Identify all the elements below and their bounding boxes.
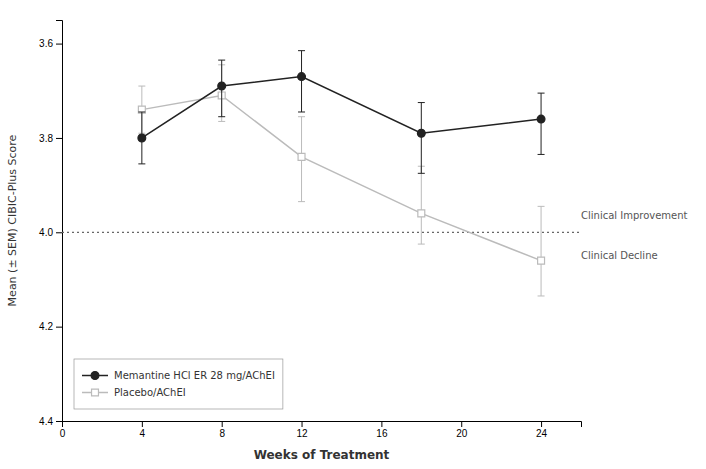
marker <box>538 257 545 264</box>
error-bar-cap <box>538 206 545 207</box>
x-axis-title: Weeks of Treatment <box>254 448 390 462</box>
error-bar-stem <box>421 103 422 174</box>
tick: 16 <box>376 421 388 439</box>
tick-label: 3.8 <box>39 133 53 144</box>
tick-label: 4 <box>140 428 146 439</box>
error-bar-cap <box>138 163 145 164</box>
error-bar-stem <box>541 93 542 154</box>
marker <box>417 129 425 137</box>
tick-label: 8 <box>219 428 225 439</box>
tick: 12 <box>296 421 308 439</box>
tick-mark <box>56 421 62 422</box>
error-bar <box>538 93 545 154</box>
y-axis: 3.6 3.8 4.0 4.2 4.4 <box>39 21 62 427</box>
tick-label: 3.6 <box>39 38 53 49</box>
series <box>138 51 545 174</box>
y-axis-title: Mean (± SEM) CIBIC-Plus Score <box>6 134 19 306</box>
tick-mark <box>56 138 62 139</box>
tick-label: 4.4 <box>39 416 53 427</box>
tick-mark <box>56 232 62 233</box>
plot: 0 4 8 12 16 20 24 3.6 3.8 4.0 4.2 4.4 Clinical Impro… <box>39 21 688 440</box>
tick: 4.4 <box>39 416 62 427</box>
tick: 0 <box>60 421 66 439</box>
annotation: Clinical Improvement <box>581 210 688 221</box>
reference-line <box>62 232 581 233</box>
tick-mark <box>56 327 62 328</box>
error-bar-stem <box>301 51 302 112</box>
legend-item: Memantine HCl ER 28 mg/AChEI <box>82 370 275 381</box>
error-bar <box>418 103 425 174</box>
error-bar <box>218 60 225 117</box>
tick: 4.2 <box>39 321 62 332</box>
tick-label: 16 <box>376 428 388 439</box>
tick-label: 4.0 <box>39 227 53 238</box>
error-bar <box>418 166 425 244</box>
error-bar-cap <box>218 116 225 117</box>
error-bar <box>538 206 545 296</box>
error-bar <box>298 51 305 112</box>
legend-box <box>74 359 283 409</box>
tick: 3.8 <box>39 133 62 144</box>
error-bar-cap <box>538 93 545 94</box>
marker <box>537 115 545 123</box>
tick: 8 <box>219 421 225 439</box>
tick-mark <box>461 421 462 427</box>
tick-mark <box>56 44 62 45</box>
tick-mark <box>142 421 143 427</box>
error-bar-cap <box>538 154 545 155</box>
tick-label: 24 <box>536 428 548 439</box>
error-bar-cap <box>418 173 425 174</box>
error-bar-cap <box>298 111 305 112</box>
error-bar-cap <box>538 295 545 296</box>
legend-label: Memantine HCl ER 28 mg/AChEI <box>114 370 275 381</box>
tick: 4 <box>140 421 146 439</box>
marker <box>138 106 145 113</box>
annotation: Clinical Decline <box>581 250 658 261</box>
legend-marker <box>91 372 99 380</box>
tick: 24 <box>536 421 548 439</box>
chart: 0 4 8 12 16 20 24 3.6 3.8 4.0 4.2 4.4 Clinical Impro… <box>0 0 706 469</box>
tick: 20 <box>456 421 468 439</box>
marker <box>298 153 305 160</box>
error-bar-cap <box>298 50 305 51</box>
tick-mark <box>222 421 223 427</box>
legend-marker <box>92 389 99 396</box>
error-bar <box>138 112 145 164</box>
error-bar-cap <box>298 116 305 117</box>
error-bar-cap <box>298 201 305 202</box>
tick-mark <box>541 421 542 427</box>
error-bar-stem <box>541 206 542 296</box>
legend-label: Placebo/AChEI <box>114 387 186 398</box>
axis-line <box>63 422 582 428</box>
marker <box>418 210 425 217</box>
tick-mark <box>302 421 303 427</box>
marker <box>138 134 146 142</box>
marker <box>298 73 306 81</box>
error-bar-cap <box>138 111 145 112</box>
error-bar-cap <box>418 244 425 245</box>
tick-mark <box>381 421 382 427</box>
marker <box>218 82 226 90</box>
axis-line <box>56 21 63 422</box>
error-bar-cap <box>218 121 225 122</box>
tick-label: 12 <box>296 428 308 439</box>
error-bar-stem <box>421 166 422 244</box>
tick: 3.6 <box>39 38 62 49</box>
series <box>138 65 544 296</box>
series-line <box>142 77 541 138</box>
tick-label: 0 <box>60 428 66 439</box>
tick-label: 20 <box>456 428 468 439</box>
error-bar-cap <box>218 60 225 61</box>
series-line <box>142 95 541 260</box>
legend: Memantine HCl ER 28 mg/AChEI Placebo/AChE… <box>74 359 283 409</box>
error-bar <box>298 117 305 202</box>
data-area <box>62 51 581 296</box>
tick-label: 4.2 <box>39 321 53 332</box>
error-bar-cap <box>418 102 425 103</box>
x-axis: 0 4 8 12 16 20 24 <box>60 421 582 439</box>
tick: 4.0 <box>39 227 62 238</box>
error-bar-cap <box>138 86 145 87</box>
legend-item: Placebo/AChEI <box>82 387 186 398</box>
